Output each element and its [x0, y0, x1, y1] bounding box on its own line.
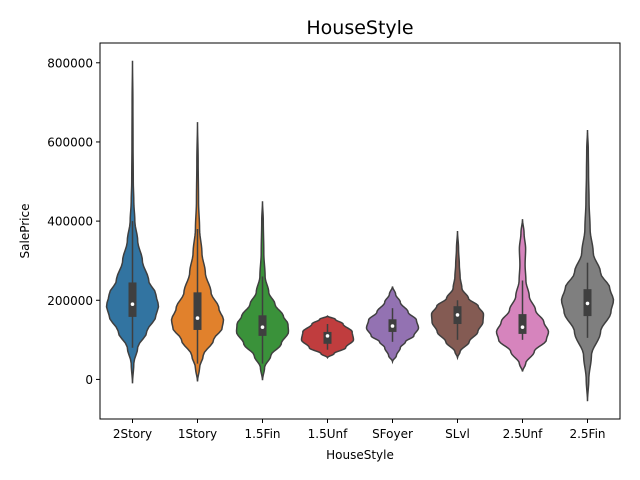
violin-median — [455, 313, 460, 317]
violin-SLvl — [430, 230, 485, 361]
violin-median — [195, 316, 200, 320]
y-tick-label: 0 — [85, 373, 93, 387]
y-tick-label: 400000 — [47, 215, 93, 229]
violin-iqr-box — [193, 292, 202, 330]
x-tick-label: 1.5Unf — [308, 427, 348, 441]
violin-iqr-box — [128, 282, 137, 317]
y-axis-label: SalePrice — [18, 204, 32, 259]
chart-title: HouseStyle — [306, 17, 413, 39]
x-tick-label: 2.5Fin — [569, 427, 605, 441]
y-tick-label: 800000 — [47, 56, 93, 70]
violin-median — [260, 325, 265, 329]
x-axis: 2Story 1Story 1.5Fin 1.5Unf SFoyer SLvl 2.5Unf… — [113, 419, 606, 441]
y-axis: 0 200000 400000 600000 800000 — [47, 56, 100, 387]
violins-layer — [105, 60, 615, 402]
y-tick-label: 600000 — [47, 135, 93, 149]
violin-median — [390, 324, 395, 328]
violin-median — [130, 302, 135, 307]
y-tick-label: 200000 — [47, 294, 93, 308]
violin-iqr-box — [323, 331, 332, 344]
x-axis-label: HouseStyle — [326, 448, 394, 462]
x-tick-label: 1Story — [178, 427, 217, 441]
plot-frame — [99, 42, 621, 420]
x-tick-label: 1.5Fin — [244, 427, 280, 441]
x-tick-label: SFoyer — [372, 427, 413, 441]
violin-iqr-box — [518, 314, 527, 334]
violin-median — [325, 334, 330, 338]
x-tick-label: 2.5Unf — [503, 427, 543, 441]
x-tick-label: 2Story — [113, 427, 152, 441]
x-tick-label: SLvl — [445, 427, 470, 441]
violin-median — [520, 325, 525, 329]
violin-median — [585, 301, 590, 306]
